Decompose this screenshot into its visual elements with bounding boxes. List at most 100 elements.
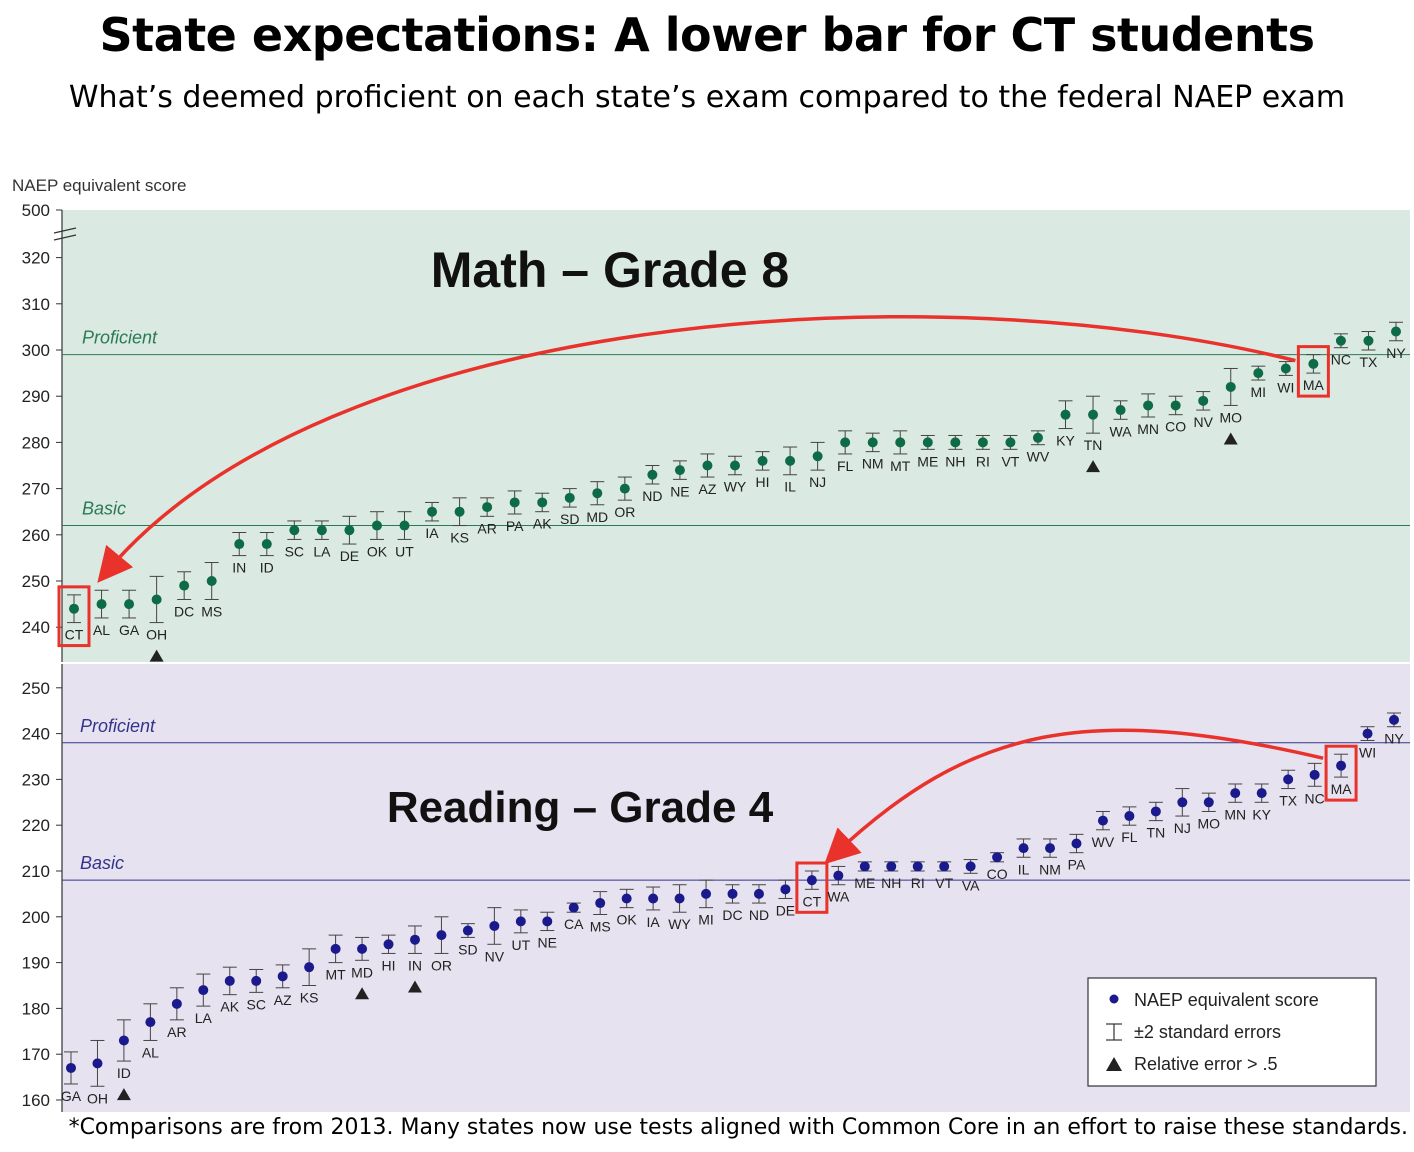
state-label: WV xyxy=(1092,834,1115,850)
data-point-GA: GA xyxy=(61,1051,82,1104)
point-marker xyxy=(595,898,606,909)
point-marker xyxy=(124,599,135,610)
data-point-ND: ND xyxy=(642,465,662,504)
state-label: KS xyxy=(300,990,319,1006)
point-marker xyxy=(96,599,107,610)
data-point-IL: IL xyxy=(1016,838,1031,877)
point-marker xyxy=(757,455,768,466)
y-tick-label: 220 xyxy=(22,816,50,835)
state-label: WI xyxy=(1359,744,1376,760)
state-label: MD xyxy=(351,964,373,980)
state-label: TX xyxy=(1279,793,1298,809)
point-marker xyxy=(1203,797,1214,808)
point-marker xyxy=(1045,843,1056,854)
state-label: NM xyxy=(1039,861,1061,877)
state-label: TN xyxy=(1084,437,1103,453)
point-marker xyxy=(1336,760,1347,771)
legend-box xyxy=(1087,977,1377,1087)
data-point-DC: DC xyxy=(174,571,194,619)
data-point-MA: MA xyxy=(1324,744,1358,802)
data-point-OR: OR xyxy=(431,916,452,973)
y-tick-label: 160 xyxy=(22,1091,50,1110)
point-marker xyxy=(383,939,394,950)
highlight-box xyxy=(795,861,829,914)
point-marker xyxy=(1389,714,1399,725)
point-marker xyxy=(371,520,382,531)
data-point-MO: MO xyxy=(1219,367,1242,445)
y-tick-label: 280 xyxy=(22,433,50,452)
data-point-WI: WI xyxy=(1359,726,1376,760)
point-marker xyxy=(785,455,796,466)
point-marker xyxy=(1143,400,1154,411)
state-label: VA xyxy=(962,877,980,893)
data-point-NJ: NJ xyxy=(809,441,826,490)
point-marker xyxy=(454,506,465,517)
data-point-ID: ID xyxy=(259,531,274,576)
state-label: OK xyxy=(367,543,388,559)
reference-label-basic: Basic xyxy=(82,499,126,519)
state-label: SC xyxy=(285,543,304,559)
reference-label-proficient: Proficient xyxy=(82,328,158,348)
state-label: NV xyxy=(1193,414,1213,430)
point-marker xyxy=(674,893,685,904)
data-point-CA: CA xyxy=(564,902,584,932)
state-label: KS xyxy=(450,530,469,546)
state-label: DE xyxy=(340,548,359,564)
point-marker xyxy=(151,594,162,605)
data-point-IN: IN xyxy=(407,925,422,993)
point-marker xyxy=(462,925,473,936)
point-marker xyxy=(515,916,526,927)
point-marker xyxy=(701,888,712,899)
point-marker xyxy=(118,1035,129,1046)
state-label: VT xyxy=(935,875,953,891)
data-point-TX: TX xyxy=(1279,769,1298,809)
point-marker xyxy=(1198,395,1209,406)
data-point-CO: CO xyxy=(987,852,1008,882)
legend-triangle-label: Relative error > .5 xyxy=(1134,1054,1278,1074)
y-tick-label: 240 xyxy=(22,725,50,744)
point-marker xyxy=(330,943,341,954)
data-point-NY: NY xyxy=(1384,712,1404,747)
data-point-NM: NM xyxy=(1039,838,1061,877)
state-label: WY xyxy=(724,479,747,495)
state-label: FL xyxy=(1121,829,1138,845)
point-marker xyxy=(92,1058,103,1069)
point-marker xyxy=(859,861,870,872)
state-label: NC xyxy=(1331,352,1351,368)
point-marker xyxy=(409,934,420,945)
point-marker xyxy=(198,985,209,996)
data-point-AL: AL xyxy=(142,1003,159,1060)
point-marker xyxy=(509,497,520,508)
point-marker xyxy=(1150,806,1161,817)
state-label: NC xyxy=(1305,790,1325,806)
data-point-DE: DE xyxy=(776,879,795,918)
y-tick-label: 170 xyxy=(22,1045,50,1064)
page-title: State expectations: A lower bar for CT s… xyxy=(99,8,1315,62)
state-label: AK xyxy=(220,999,239,1015)
point-marker xyxy=(171,998,182,1009)
axis-break-mark xyxy=(53,234,77,241)
y-tick-label: 250 xyxy=(22,679,50,698)
state-label: ME xyxy=(917,453,938,469)
reference-label-proficient: Proficient xyxy=(80,716,156,736)
data-point-AZ: AZ xyxy=(274,964,292,1008)
point-marker xyxy=(277,971,288,982)
state-label: CT xyxy=(65,627,84,643)
state-label: OH xyxy=(87,1090,108,1106)
point-marker xyxy=(1256,788,1267,799)
point-marker xyxy=(812,451,823,462)
point-marker xyxy=(867,437,878,448)
data-point-CT: CT xyxy=(795,861,829,914)
data-point-IA: IA xyxy=(646,886,660,930)
point-marker xyxy=(833,870,844,881)
data-point-WV: WV xyxy=(1092,810,1115,850)
state-label: MS xyxy=(590,919,611,935)
point-marker xyxy=(489,920,500,931)
highlight-arrow xyxy=(824,728,1324,865)
data-point-CO: CO xyxy=(1165,395,1186,435)
highlight-box xyxy=(57,585,91,648)
data-point-NJ: NJ xyxy=(1174,788,1191,836)
state-label: MO xyxy=(1197,815,1220,831)
y-axis-label: NAEP equivalent score xyxy=(12,176,187,195)
data-point-IL: IL xyxy=(783,446,798,495)
